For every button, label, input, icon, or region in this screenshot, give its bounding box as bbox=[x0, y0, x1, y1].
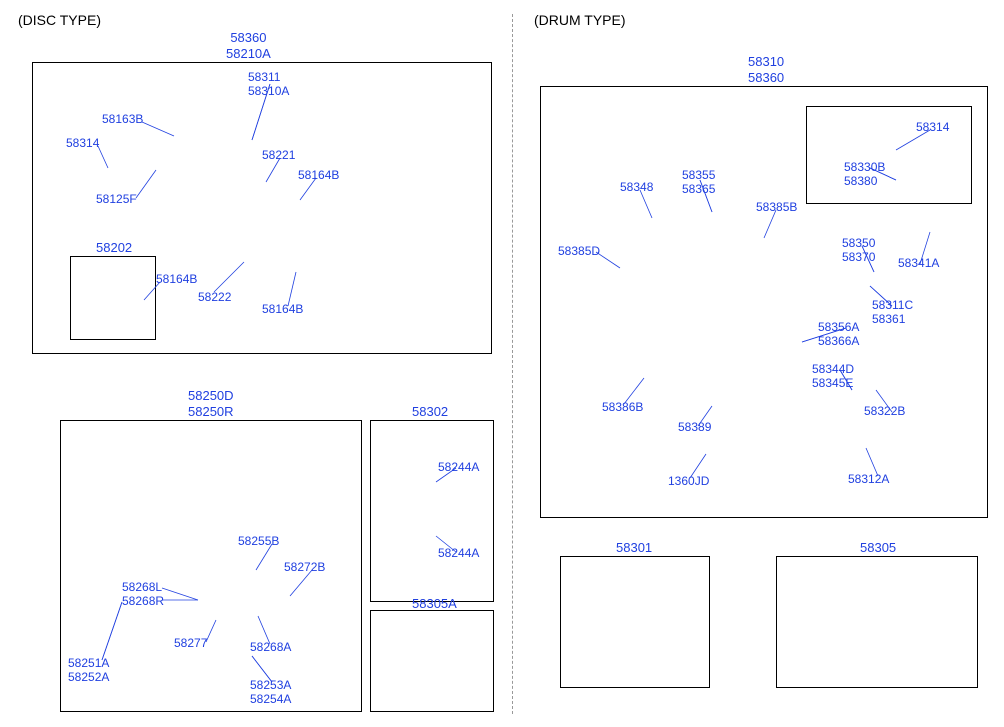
disc-label-11: 58272B bbox=[284, 560, 325, 574]
disc-label-4: 58125F bbox=[96, 192, 137, 206]
disc-label-18: 58253A bbox=[250, 678, 291, 692]
group-header-0: 5836058210A bbox=[226, 30, 271, 61]
group-header-2: 58250D58250R bbox=[188, 388, 234, 419]
disc-label-19: 58254A bbox=[250, 692, 291, 706]
section-label-disc: (DISC TYPE) bbox=[18, 12, 101, 28]
disc-label-17: 58252A bbox=[68, 670, 109, 684]
group-header-1: 58202 bbox=[96, 240, 132, 256]
disc-label-7: 58164B bbox=[156, 272, 197, 286]
disc-label-2: 58163B bbox=[102, 112, 143, 126]
drum-label-17: 58322B bbox=[864, 404, 905, 418]
group-header-5: 5831058360 bbox=[748, 54, 784, 85]
section-label-drum: (DRUM TYPE) bbox=[534, 12, 626, 28]
disc-label-20: 58244A bbox=[438, 460, 479, 474]
group-box-7 bbox=[560, 556, 710, 688]
drum-label-5: 58365 bbox=[682, 182, 715, 196]
drum-label-9: 58370 bbox=[842, 250, 875, 264]
drum-label-19: 58386B bbox=[602, 400, 643, 414]
disc-label-14: 58277 bbox=[174, 636, 207, 650]
disc-label-15: 58268A bbox=[250, 640, 291, 654]
drum-label-21: 1360JD bbox=[668, 474, 709, 488]
group-box-3 bbox=[370, 420, 494, 602]
drum-label-10: 58341A bbox=[898, 256, 939, 270]
drum-label-13: 58356A bbox=[818, 320, 859, 334]
disc-label-8: 58222 bbox=[198, 290, 231, 304]
group-header-8: 58305 bbox=[860, 540, 896, 556]
disc-label-12: 58268L bbox=[122, 580, 162, 594]
disc-label-5: 58221 bbox=[262, 148, 295, 162]
drum-label-1: 58330B bbox=[844, 160, 885, 174]
disc-label-9: 58164B bbox=[262, 302, 303, 316]
disc-label-10: 58255B bbox=[238, 534, 279, 548]
drum-label-15: 58344D bbox=[812, 362, 854, 376]
center-divider bbox=[512, 14, 513, 714]
disc-label-16: 58251A bbox=[68, 656, 109, 670]
drum-label-2: 58380 bbox=[844, 174, 877, 188]
group-box-4 bbox=[370, 610, 494, 712]
disc-label-21: 58244A bbox=[438, 546, 479, 560]
drum-label-4: 58355 bbox=[682, 168, 715, 182]
drum-label-0: 58314 bbox=[916, 120, 949, 134]
group-header-3: 58302 bbox=[412, 404, 448, 420]
group-box-1 bbox=[70, 256, 156, 340]
drum-label-11: 58311C bbox=[872, 298, 913, 312]
drum-label-18: 58312A bbox=[848, 472, 889, 486]
drum-label-20: 58389 bbox=[678, 420, 711, 434]
drum-label-3: 58348 bbox=[620, 180, 653, 194]
disc-label-13: 58268R bbox=[122, 594, 164, 608]
disc-label-0: 58311 bbox=[248, 70, 280, 84]
group-box-8 bbox=[776, 556, 978, 688]
group-header-4: 58305A bbox=[412, 596, 457, 612]
disc-label-6: 58164B bbox=[298, 168, 339, 182]
drum-label-12: 58361 bbox=[872, 312, 905, 326]
drum-label-16: 58345E bbox=[812, 376, 853, 390]
disc-label-3: 58314 bbox=[66, 136, 99, 150]
drum-label-6: 58385B bbox=[756, 200, 797, 214]
group-header-7: 58301 bbox=[616, 540, 652, 556]
drum-label-14: 58366A bbox=[818, 334, 859, 348]
disc-label-1: 58310A bbox=[248, 84, 289, 98]
drum-label-8: 58350 bbox=[842, 236, 875, 250]
drum-label-7: 58385D bbox=[558, 244, 600, 258]
